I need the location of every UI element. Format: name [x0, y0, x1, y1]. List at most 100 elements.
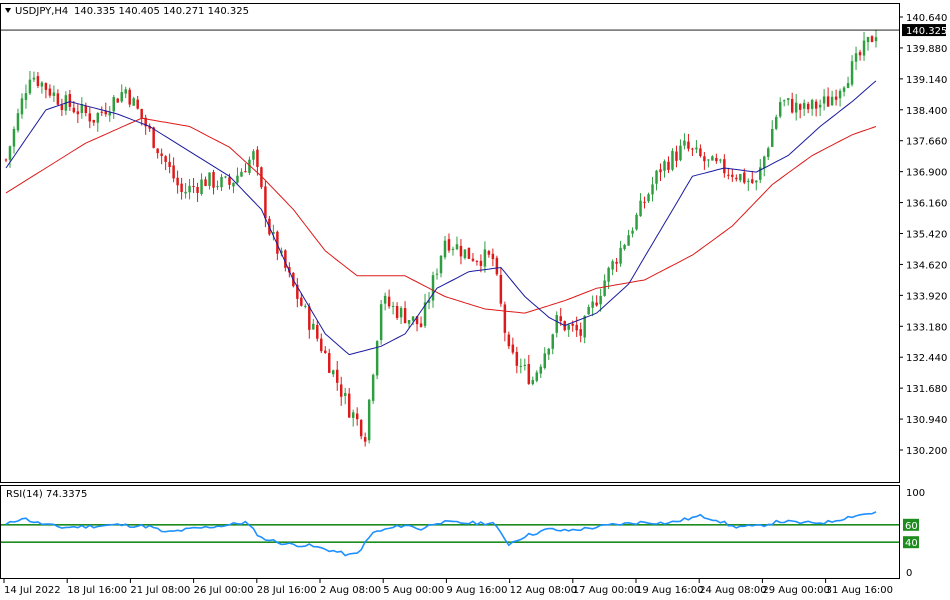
- bull-candle: [451, 248, 455, 250]
- bear-candle: [128, 89, 131, 105]
- bull-candle: [112, 97, 115, 112]
- time-axis: 14 Jul 2022 18 Jul 16:00 21 Jul 08:00 26 Ju…: [3, 579, 893, 596]
- time-tick-label: 29 Aug 00:00: [762, 585, 829, 596]
- bull-candle: [367, 399, 371, 441]
- bull-candle: [771, 129, 774, 147]
- bull-candle: [531, 380, 535, 385]
- price-tick-label: 133.180: [906, 322, 947, 333]
- bull-candle: [874, 37, 878, 42]
- price-tick-label: 135.420: [906, 230, 947, 241]
- bear-candle: [507, 334, 511, 347]
- current-price-box: [902, 24, 946, 37]
- time-tick-label: 17 Aug 00:00: [573, 585, 640, 596]
- time-tick-label: 18 Jul 16:00: [67, 585, 127, 596]
- bear-candle: [723, 159, 726, 174]
- bear-candle: [76, 111, 80, 115]
- bear-candle: [168, 161, 171, 168]
- bear-candle: [164, 156, 167, 162]
- bear-candle: [475, 260, 479, 262]
- bear-candle: [491, 253, 495, 260]
- bull-candle: [747, 180, 750, 182]
- moving-average-slow-line: [5, 117, 877, 314]
- bear-candle: [256, 149, 259, 167]
- bull-candle: [763, 156, 766, 169]
- bull-candle: [539, 366, 543, 374]
- bear-candle: [144, 117, 147, 127]
- bull-candle: [236, 175, 239, 183]
- price-tick-label: 136.900: [906, 168, 947, 179]
- bear-candle: [499, 275, 503, 304]
- bear-candle: [667, 161, 670, 170]
- bull-candle: [862, 40, 866, 56]
- time-tick-label: 5 Aug 00:00: [383, 585, 444, 596]
- bear-candle: [403, 308, 407, 324]
- bear-candle: [515, 351, 519, 366]
- bear-candle: [467, 247, 471, 259]
- bull-candle: [391, 306, 395, 308]
- bear-candle: [575, 324, 578, 331]
- candlestick-series: [4, 30, 878, 447]
- bull-candle: [96, 112, 100, 123]
- bull-candle: [24, 93, 28, 100]
- bull-candle: [40, 82, 44, 87]
- bull-candle: [28, 79, 32, 94]
- bull-candle: [794, 102, 798, 113]
- bear-candle: [204, 179, 207, 187]
- bear-candle: [148, 125, 151, 129]
- bear-candle: [790, 99, 794, 113]
- bear-candle: [296, 284, 299, 299]
- bull-candle: [423, 302, 427, 326]
- bull-candle: [607, 267, 610, 282]
- time-tick-label: 24 Aug 08:00: [699, 585, 766, 596]
- bear-candle: [152, 127, 155, 148]
- bull-candle: [587, 306, 590, 315]
- bear-candle: [316, 324, 319, 339]
- bull-candle: [124, 89, 127, 94]
- bear-candle: [308, 306, 311, 330]
- bear-candle: [355, 413, 359, 420]
- bear-candle: [72, 107, 76, 113]
- symbol-label: USDJPY,H4: [15, 6, 68, 17]
- bear-candle: [192, 186, 195, 188]
- bear-candle: [806, 103, 810, 110]
- bull-candle: [20, 98, 24, 115]
- price-tick-label: 133.920: [906, 291, 947, 302]
- bull-candle: [854, 53, 858, 62]
- time-tick-label: 12 Aug 08:00: [510, 585, 577, 596]
- bull-candle: [379, 304, 383, 341]
- bull-candle: [778, 102, 782, 117]
- time-tick-label: 26 Jul 00:00: [194, 585, 254, 596]
- bear-candle: [363, 437, 367, 442]
- time-tick-label: 28 Jul 16:00: [257, 585, 317, 596]
- rsi-level-box: [903, 536, 919, 549]
- price-tick-label: 132.440: [906, 353, 947, 364]
- bull-candle: [623, 244, 626, 250]
- bull-candle: [200, 179, 203, 195]
- bull-candle: [583, 315, 586, 338]
- bear-candle: [176, 177, 179, 186]
- bear-candle: [44, 83, 48, 90]
- bull-candle: [671, 150, 674, 170]
- bull-candle: [543, 353, 546, 369]
- bull-candle: [120, 92, 123, 102]
- bull-candle: [782, 100, 786, 102]
- bull-candle: [304, 305, 307, 307]
- bear-candle: [196, 187, 199, 193]
- bear-candle: [615, 261, 618, 264]
- bear-candle: [479, 260, 483, 266]
- bull-candle: [399, 307, 403, 318]
- bear-candle: [471, 258, 475, 261]
- bull-candle: [627, 235, 630, 246]
- bull-candle: [767, 148, 770, 158]
- chart-menu-triangle-icon[interactable]: [5, 8, 11, 13]
- bull-candle: [631, 230, 634, 234]
- bear-candle: [324, 350, 327, 353]
- bear-candle: [395, 306, 399, 318]
- bear-candle: [68, 94, 72, 107]
- time-tick-label: 31 Aug 16:00: [826, 585, 893, 596]
- bear-candle: [260, 167, 263, 188]
- rsi-line: [5, 511, 877, 557]
- bull-candle: [679, 145, 682, 161]
- bull-candle: [655, 170, 658, 184]
